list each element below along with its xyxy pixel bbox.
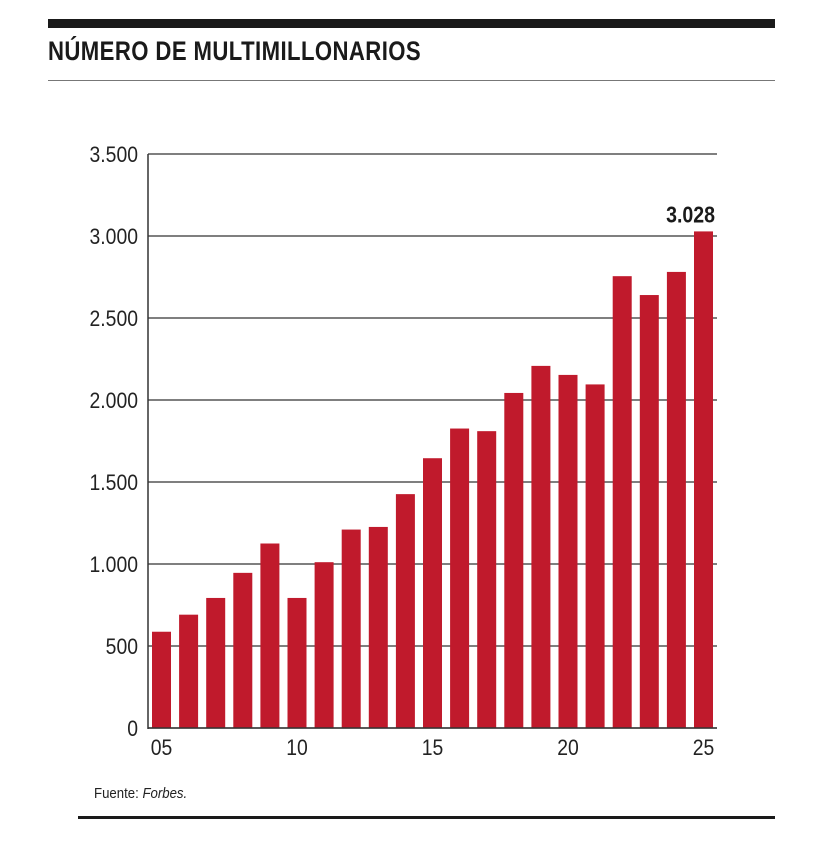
x-tick-label: 20	[557, 736, 579, 760]
bar-2019	[531, 365, 551, 728]
bar-2015	[423, 458, 442, 728]
y-tick-label: 1.500	[90, 471, 138, 495]
value-label: 3.028	[666, 202, 715, 228]
bar-2010	[287, 597, 307, 728]
top-rule	[48, 19, 775, 28]
bar-2022	[612, 276, 632, 728]
y-tick-label: 500	[106, 635, 138, 659]
bar-2025	[694, 231, 713, 728]
bar-2005	[152, 631, 171, 728]
bar-2016	[450, 428, 470, 728]
bar-2013	[368, 526, 388, 728]
x-tick-label: 05	[151, 736, 173, 760]
source-name: Forbes.	[142, 785, 188, 802]
y-tick-label: 3.000	[90, 225, 138, 249]
bar-2006	[179, 614, 199, 728]
y-tick-label: 0	[127, 717, 138, 741]
bottom-rule	[78, 816, 775, 819]
bar-2009	[260, 543, 280, 728]
bar-2007	[206, 597, 226, 728]
chart-title: NÚMERO DE MULTIMILLONARIOS	[48, 36, 422, 66]
x-tick-label: 15	[422, 736, 444, 760]
source-note: Fuente: Forbes.	[94, 785, 187, 802]
bar-2008	[233, 572, 253, 728]
bar-2017	[477, 431, 497, 728]
bar-2024	[666, 271, 686, 728]
title-divider	[48, 80, 775, 81]
bar-2014	[395, 494, 415, 728]
bar-2020	[558, 374, 578, 728]
bar-2023	[639, 295, 659, 728]
x-tick-label: 25	[693, 736, 715, 760]
source-label: Fuente:	[94, 785, 139, 802]
bar-2011	[314, 562, 334, 728]
y-tick-label: 1.000	[90, 553, 138, 577]
y-tick-label: 3.500	[90, 143, 138, 167]
x-tick-label: 10	[286, 736, 308, 760]
bar-2021	[585, 384, 605, 728]
bar-2018	[504, 392, 524, 728]
y-tick-label: 2.000	[90, 389, 138, 413]
bar-2012	[341, 529, 361, 728]
y-tick-label: 2.500	[90, 307, 138, 331]
